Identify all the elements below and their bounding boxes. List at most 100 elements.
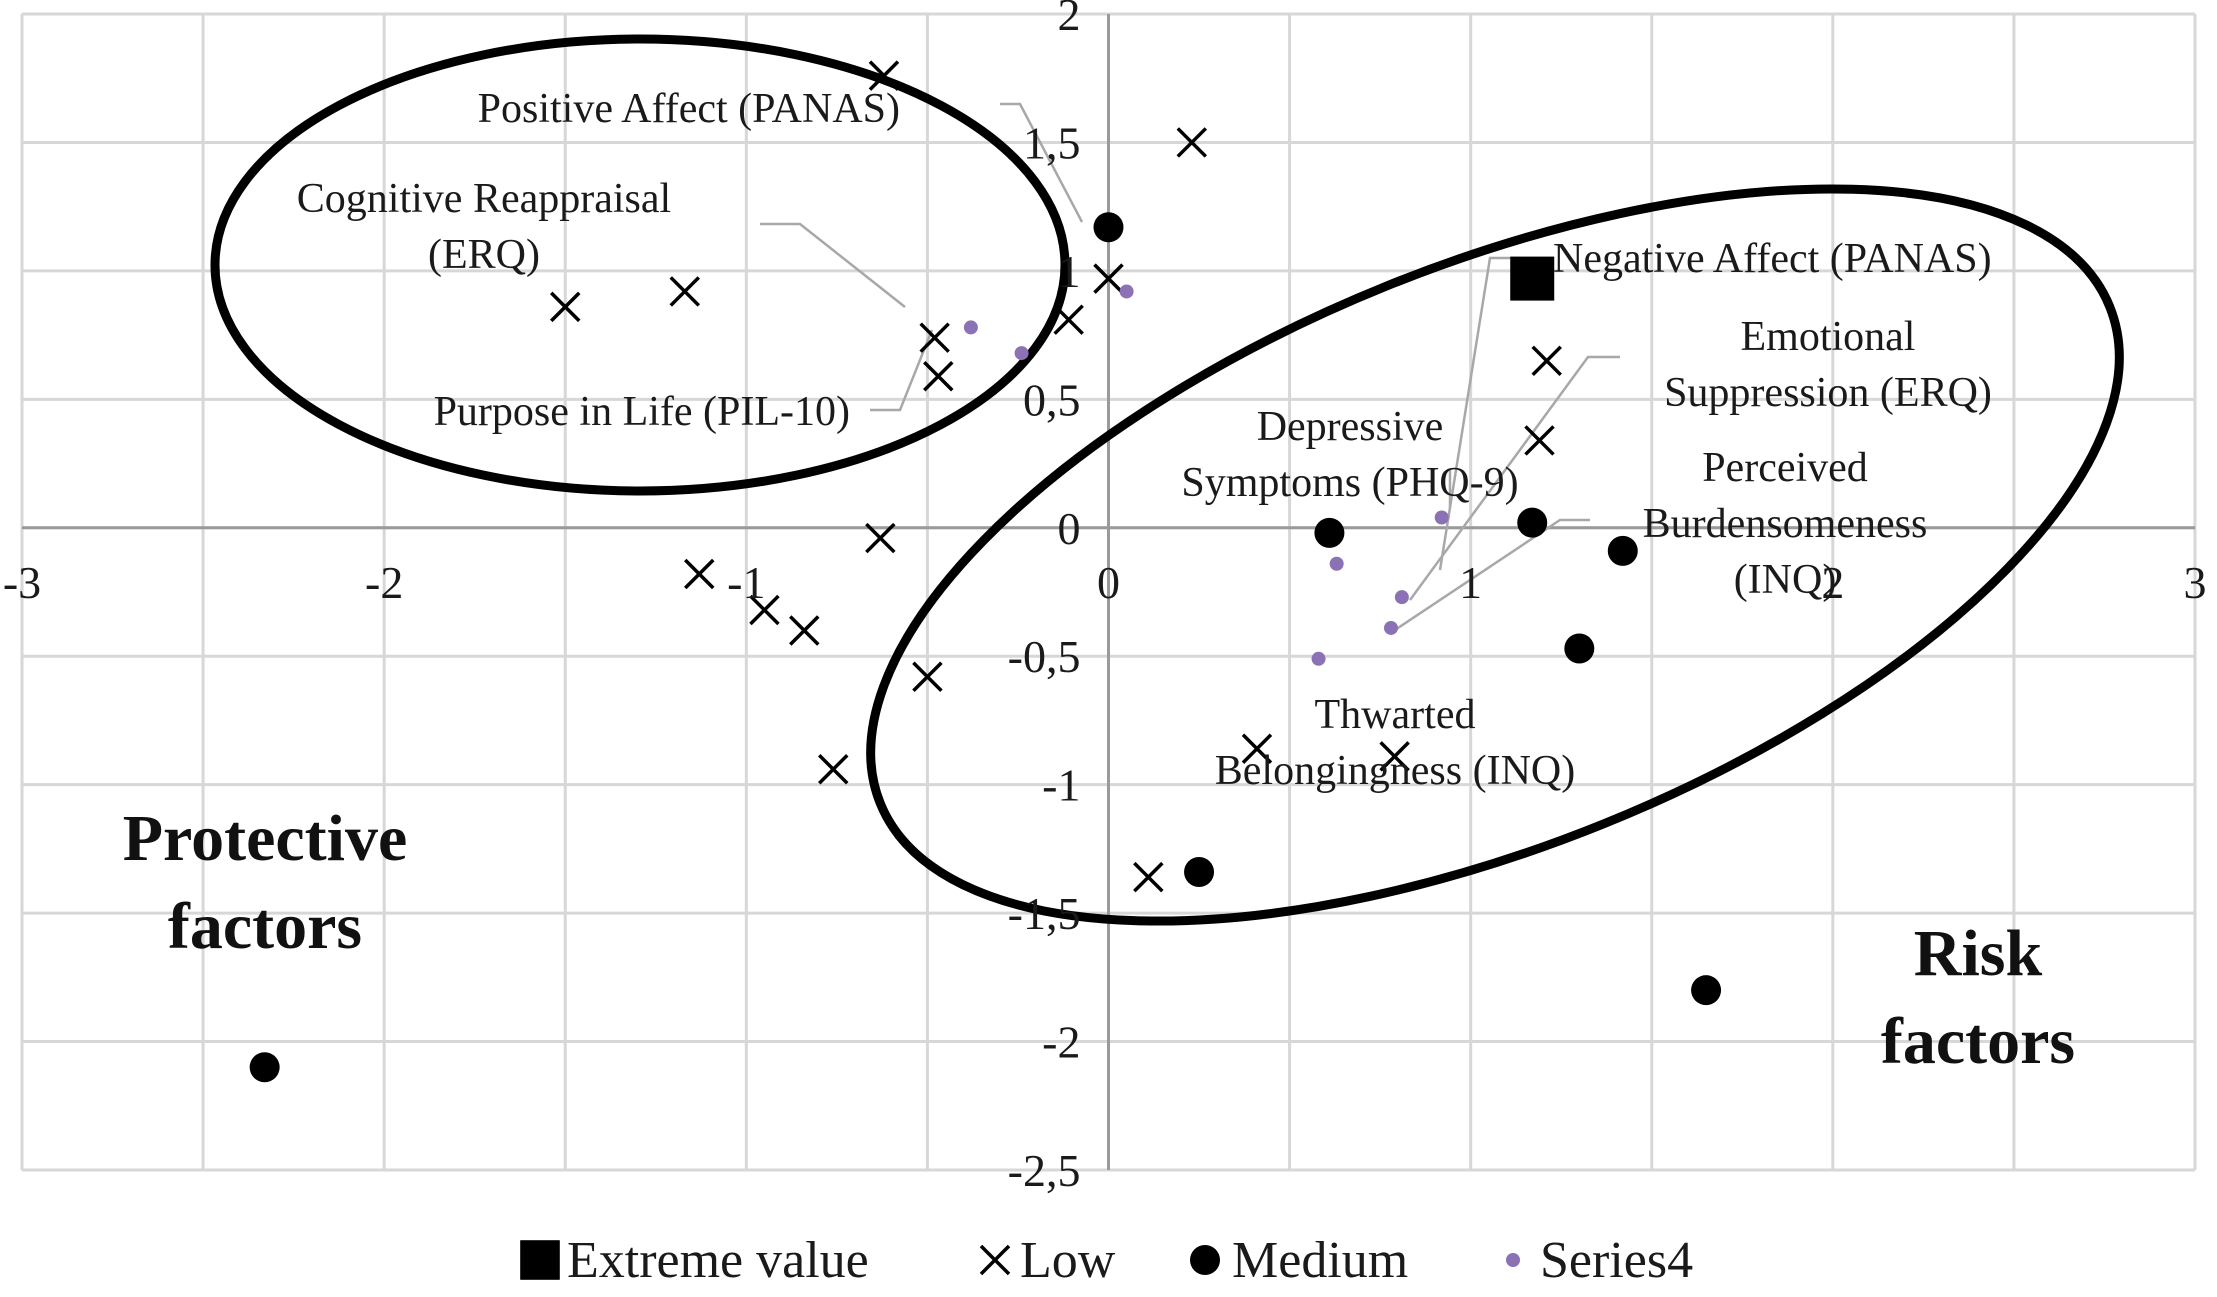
annotation-label: Negative Affect (PANAS) [1553,236,1992,282]
x-stroke [868,60,900,91]
low-point [669,276,701,307]
y-tick-label: 2 [1058,0,1081,40]
grouping-ellipses [210,34,2124,926]
axes [22,14,2195,1170]
x-stroke [979,1244,1011,1276]
series4-point [963,320,978,335]
group-label: Protective [123,802,408,875]
y-tick-label: -1 [1042,760,1080,811]
medium-point [249,1052,280,1083]
y-tick-label: -0,5 [1008,631,1081,682]
x-stroke [912,661,943,693]
x-tick-label: 3 [2184,557,2207,608]
legend-marker-medium [1190,1245,1220,1275]
low-point [912,661,943,693]
low-point [1176,127,1208,158]
annotation-leader-line [1000,102,1084,223]
legend-label: Medium [1232,1232,1408,1289]
x-stroke [1053,304,1084,335]
annotation-leader-line [760,222,906,308]
x-stroke [919,322,950,353]
annotation-label: Belongingness (INQ) [1215,748,1575,794]
low-point [1133,861,1164,893]
low-point [1379,741,1410,772]
medium-point [1314,517,1345,548]
low-point [818,754,849,785]
y-tick-label: 0,5 [1023,374,1081,425]
x-tick-label: 2 [1821,557,1844,608]
low-point [865,522,896,554]
group-labels: Protective factors Risk factors [123,802,2075,1078]
legend-marker-series4 [1506,1253,1520,1267]
series4-point [1119,284,1134,299]
annotation-label: Cognitive Reappraisal [297,176,671,222]
x-tick-label: 1 [1459,557,1482,608]
group-label: Risk [1914,917,2043,990]
x-stroke [669,276,701,307]
x-stroke [1241,733,1273,764]
series4-point [1394,590,1409,605]
annotation-leader-line [870,329,934,412]
x-stroke [818,754,849,785]
y-tick-label: -1,5 [1008,888,1081,939]
series4-point [1383,620,1398,635]
medium-point [1517,507,1548,538]
annotation-label: Symptoms (PHQ-9) [1181,460,1518,506]
medium-point [1691,975,1722,1006]
group-label: factors [1881,1005,2075,1078]
low-point [1524,425,1555,456]
annotation-label: Burdensomeness [1643,501,1928,547]
series4-point [1014,346,1029,361]
low-point [550,291,581,323]
extreme-value-point [1510,256,1555,301]
legend-marker-low [979,1244,1011,1276]
x-stroke [1524,425,1555,456]
x-stroke [789,615,820,646]
annotation-leader-line [1394,518,1590,632]
y-tick-label: -2 [1042,1017,1080,1068]
low-point [923,360,954,392]
y-tick-label: 0 [1058,503,1081,554]
y-tick-label: 1,5 [1023,117,1081,168]
legend-label: Series4 [1540,1232,1693,1289]
x-stroke [923,360,954,392]
medium-point [1564,633,1595,664]
group-label: factors [168,890,362,963]
annotation-label: Perceived [1702,445,1868,491]
low-point [1241,733,1273,764]
x-stroke [1176,127,1208,158]
annotation-label: Thwarted [1315,692,1476,738]
annotation-label: (INQ) [1734,557,1837,603]
x-stroke [1093,263,1124,294]
low-point [1053,304,1084,335]
low-point [1093,263,1124,294]
x-tick-label: -2 [365,557,403,608]
annotation-label: Purpose in Life (PIL-10) [434,389,850,435]
series4-point [1311,651,1326,666]
legend-label: Extreme value [567,1232,869,1289]
series4-point [1434,510,1449,525]
low-point [749,594,780,626]
medium-point [1607,535,1638,566]
medium-point [1184,857,1215,888]
x-stroke [749,594,780,626]
x-stroke [865,522,896,554]
low-point [684,558,715,590]
y-tick-label: -2,5 [1008,1145,1081,1196]
annotation-label: (ERQ) [428,232,540,278]
low-point [789,615,820,646]
legend: Extreme value Low Medium Series4 [520,1232,1693,1289]
x-stroke [1133,861,1164,893]
series4-point [1329,556,1344,571]
x-tick-label: -1 [727,557,765,608]
x-stroke [684,558,715,590]
annotation-leader-line [1408,355,1620,601]
annotation-label: Suppression (ERQ) [1664,370,1992,416]
x-stroke [550,291,581,323]
x-tick-label: -3 [3,557,41,608]
annotation-label: Depressive [1257,404,1444,450]
risk-factors-ellipse [866,184,2124,926]
legend-label: Low [1020,1232,1116,1289]
x-stroke [1379,741,1410,772]
